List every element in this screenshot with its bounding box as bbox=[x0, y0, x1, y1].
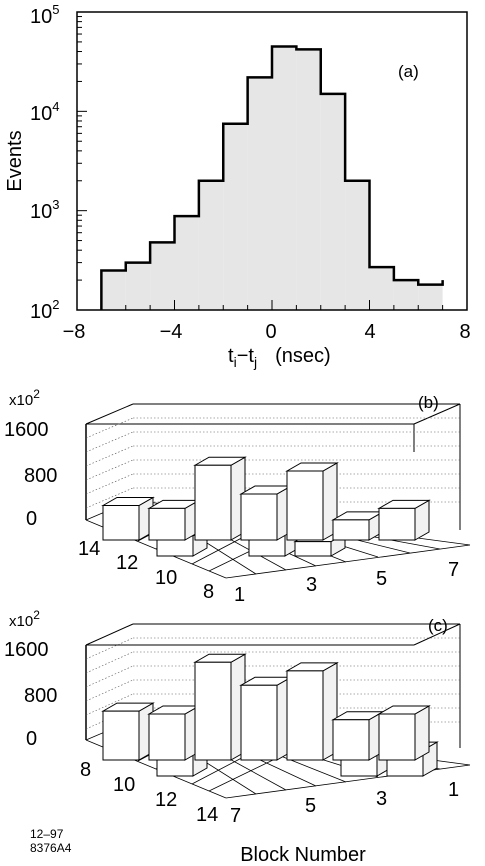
lego-bar bbox=[331, 511, 385, 541]
panel-label-a: (a) bbox=[398, 62, 419, 81]
panel-label-c: (c) bbox=[428, 616, 448, 635]
bar-front bbox=[240, 684, 278, 761]
bar-front bbox=[102, 505, 140, 541]
lego-bar bbox=[147, 705, 201, 761]
histogram-bar bbox=[345, 180, 370, 310]
y-tick-label: 14 bbox=[78, 538, 100, 560]
lego-bar bbox=[331, 710, 385, 761]
x-tick-label: 4 bbox=[364, 321, 375, 343]
bar-front bbox=[332, 519, 370, 541]
panel-label-b: (b) bbox=[418, 393, 439, 412]
x-tick-label: 5 bbox=[305, 795, 316, 817]
y-tick-label: 10 bbox=[155, 567, 177, 589]
x-tick-label: 8 bbox=[459, 321, 470, 343]
y-axis-title: Events bbox=[4, 130, 26, 191]
bar-front bbox=[240, 493, 278, 541]
histogram-bars bbox=[100, 45, 444, 311]
lego-bar bbox=[285, 662, 339, 761]
y-tick-label: 12 bbox=[116, 552, 138, 574]
multiplier-label: x102 bbox=[9, 387, 40, 409]
axis-ticks bbox=[76, 16, 468, 311]
x-axis-title: ti−tj (nsec) bbox=[228, 345, 331, 370]
x-tick-label: 1 bbox=[234, 584, 245, 606]
bar-front bbox=[102, 710, 140, 761]
bar-side bbox=[414, 705, 430, 761]
y-tick-label: 103 bbox=[30, 197, 59, 223]
lego-bar bbox=[193, 653, 247, 761]
bar-front bbox=[378, 507, 416, 541]
y-tick-label: 10 bbox=[113, 774, 135, 796]
histogram-bar bbox=[101, 270, 126, 310]
lego-bar bbox=[239, 676, 293, 761]
y-tick-label: 102 bbox=[30, 297, 59, 323]
svg-text:105: 105 bbox=[30, 2, 59, 28]
z-tick-label: 1600 bbox=[4, 419, 49, 441]
histogram-outline bbox=[100, 45, 444, 310]
histogram-bar bbox=[296, 49, 321, 311]
histogram-bar bbox=[223, 123, 248, 310]
x-tick-label: 3 bbox=[306, 574, 317, 596]
y-tick-label: 8 bbox=[80, 759, 91, 781]
x-tick-label: 1 bbox=[448, 779, 459, 801]
svg-text:104: 104 bbox=[30, 99, 59, 125]
lego-bar bbox=[101, 702, 155, 761]
lego-bar bbox=[147, 499, 201, 541]
bar-front bbox=[148, 507, 186, 541]
bar-front bbox=[286, 670, 324, 761]
x-tick-label: −8 bbox=[63, 321, 86, 343]
y-tick-label: 14 bbox=[196, 804, 218, 826]
z-tick-label: 800 bbox=[24, 465, 57, 487]
z-tick-label: 800 bbox=[24, 685, 57, 707]
figure-code-line1: 12–97 bbox=[30, 827, 64, 841]
histogram-bar bbox=[174, 216, 199, 310]
y-tick-label: 104 bbox=[30, 99, 59, 125]
panel-c: x102 1600 800 0 (c) 7 5 3 1 8 10 12 14 bbox=[4, 608, 471, 827]
x-tick-label: 0 bbox=[265, 321, 276, 343]
x-tick-label: −4 bbox=[160, 321, 183, 343]
x-tick-label: 5 bbox=[376, 568, 387, 590]
x-tick-label: 3 bbox=[376, 788, 387, 810]
lego-bars bbox=[101, 653, 439, 777]
lego-bar bbox=[285, 462, 339, 541]
z-tick-label: 0 bbox=[26, 728, 37, 750]
bar-front bbox=[294, 541, 332, 557]
x-tick-label: 7 bbox=[230, 805, 241, 827]
figure-code-line2: 8376A4 bbox=[30, 841, 72, 855]
lego-bar bbox=[377, 499, 431, 541]
svg-text:102: 102 bbox=[30, 297, 59, 323]
lego-bar bbox=[239, 485, 293, 541]
histogram-bar bbox=[320, 93, 346, 310]
bar-front bbox=[148, 713, 186, 761]
bar-front bbox=[332, 719, 370, 761]
histogram-bar bbox=[150, 242, 175, 310]
lego-bar bbox=[101, 496, 155, 541]
y-tick-label: 8 bbox=[203, 581, 214, 603]
bar-front bbox=[194, 661, 232, 761]
bar-front bbox=[378, 713, 416, 761]
multiplier-label: x102 bbox=[9, 608, 40, 630]
lego-bar bbox=[377, 705, 431, 761]
lego-bars bbox=[101, 456, 431, 557]
histogram-bar bbox=[125, 262, 151, 310]
bar-front bbox=[194, 464, 232, 541]
lego-bar bbox=[193, 456, 247, 541]
svg-text:103: 103 bbox=[30, 197, 59, 223]
histogram-bar bbox=[198, 180, 224, 310]
histogram-bar bbox=[247, 77, 272, 311]
y-tick-label: 105 bbox=[30, 2, 59, 28]
bar-front bbox=[286, 470, 324, 541]
histogram-bar bbox=[369, 267, 394, 310]
x-axis-title: Block Number bbox=[240, 844, 366, 866]
x-tick-label: 7 bbox=[448, 559, 459, 581]
histogram-bar bbox=[393, 280, 419, 310]
histogram-bar bbox=[272, 46, 297, 310]
z-tick-label: 0 bbox=[26, 508, 37, 530]
y-tick-label: 12 bbox=[155, 789, 177, 811]
histogram-bar bbox=[418, 284, 443, 310]
panel-a: (a) 102 103 104 105 −8 −4 0 4 8 Events t… bbox=[4, 2, 471, 370]
panel-b: x102 1600 800 0 (b) 1 3 5 7 14 12 10 8 bbox=[4, 387, 471, 606]
z-tick-label: 1600 bbox=[4, 639, 49, 661]
